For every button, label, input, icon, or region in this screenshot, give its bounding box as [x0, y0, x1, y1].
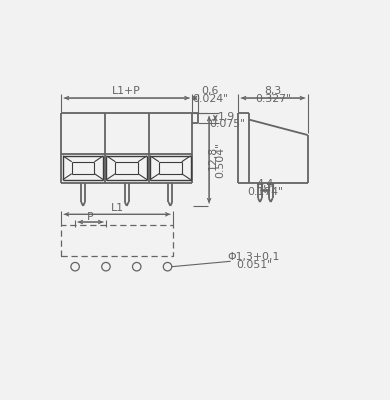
Text: L1+P: L1+P	[112, 86, 141, 96]
Text: 0.051": 0.051"	[236, 260, 272, 270]
Text: 0.174": 0.174"	[247, 187, 283, 197]
Text: L1: L1	[111, 203, 124, 213]
Text: Φ1,3+0,1: Φ1,3+0,1	[228, 252, 280, 262]
Text: 12,8: 12,8	[208, 146, 218, 170]
Text: 0.504": 0.504"	[216, 142, 226, 178]
Bar	[61, 225, 173, 256]
Text: 1,9: 1,9	[218, 112, 235, 122]
Text: 0,6: 0,6	[201, 86, 218, 96]
Text: P: P	[87, 212, 94, 222]
Text: 0.075": 0.075"	[209, 119, 246, 129]
Text: 0.024": 0.024"	[192, 94, 228, 104]
Text: 8,3: 8,3	[264, 86, 282, 96]
Text: 4,4: 4,4	[257, 179, 274, 189]
Text: 0.327": 0.327"	[255, 94, 291, 104]
